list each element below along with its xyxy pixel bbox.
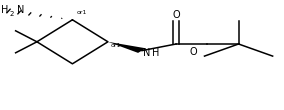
Text: 2: 2 <box>10 11 14 17</box>
Text: N: N <box>143 48 151 58</box>
Text: O: O <box>172 10 180 20</box>
Text: H: H <box>152 48 159 58</box>
Text: or1: or1 <box>111 43 121 48</box>
Text: O: O <box>189 47 197 57</box>
Polygon shape <box>108 42 146 53</box>
Text: N: N <box>17 5 24 15</box>
Text: or1: or1 <box>77 10 87 15</box>
Text: H: H <box>1 5 9 15</box>
